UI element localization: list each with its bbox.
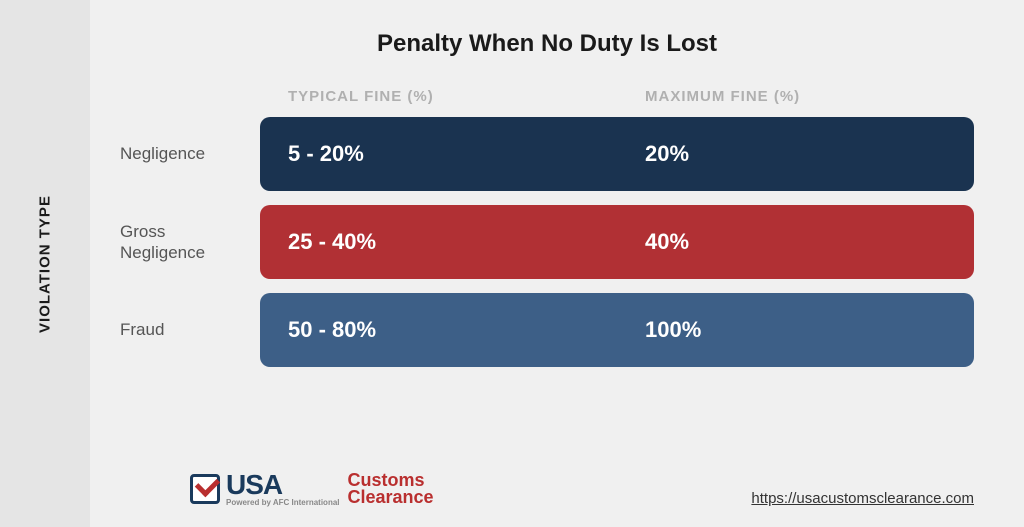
source-url-link[interactable]: https://usacustomsclearance.com: [751, 490, 974, 507]
logo-usa-text: USA: [226, 471, 340, 499]
logo-clearance-text: Clearance: [348, 489, 434, 506]
cell-typical: 25 - 40%: [260, 229, 617, 255]
row-label: Gross Negligence: [120, 221, 260, 264]
page-title: Penalty When No Duty Is Lost: [120, 30, 974, 58]
footer: USA Powered by AFC International Customs…: [190, 471, 974, 507]
main-panel: Penalty When No Duty Is Lost TYPICAL FIN…: [90, 0, 1024, 527]
column-header-row: TYPICAL FINE (%) MAXIMUM FINE (%): [120, 88, 974, 105]
row-label: Negligence: [120, 143, 260, 164]
left-rail: VIOLATION TYPE: [0, 0, 90, 527]
row-bar: 5 - 20% 20%: [260, 117, 974, 191]
y-axis-label: VIOLATION TYPE: [37, 195, 54, 333]
header-spacer: [120, 88, 260, 105]
table-row: Fraud 50 - 80% 100%: [120, 293, 974, 367]
logo-text-block: USA Powered by AFC International: [226, 471, 340, 507]
cell-maximum: 100%: [617, 317, 974, 343]
cell-maximum: 20%: [617, 141, 974, 167]
table-row: Negligence 5 - 20% 20%: [120, 117, 974, 191]
cell-typical: 5 - 20%: [260, 141, 617, 167]
row-label: Fraud: [120, 319, 260, 340]
logo-powered-text: Powered by AFC International: [226, 499, 340, 507]
infographic-canvas: VIOLATION TYPE Penalty When No Duty Is L…: [0, 0, 1024, 527]
column-header-typical: TYPICAL FINE (%): [260, 88, 617, 105]
logo-right-block: Customs Clearance: [348, 472, 434, 506]
cell-typical: 50 - 80%: [260, 317, 617, 343]
table-row: Gross Negligence 25 - 40% 40%: [120, 205, 974, 279]
cell-maximum: 40%: [617, 229, 974, 255]
row-bar: 25 - 40% 40%: [260, 205, 974, 279]
brand-logo: USA Powered by AFC International Customs…: [190, 471, 434, 507]
column-header-maximum: MAXIMUM FINE (%): [617, 88, 974, 105]
row-bar: 50 - 80% 100%: [260, 293, 974, 367]
checkmark-icon: [190, 474, 220, 504]
